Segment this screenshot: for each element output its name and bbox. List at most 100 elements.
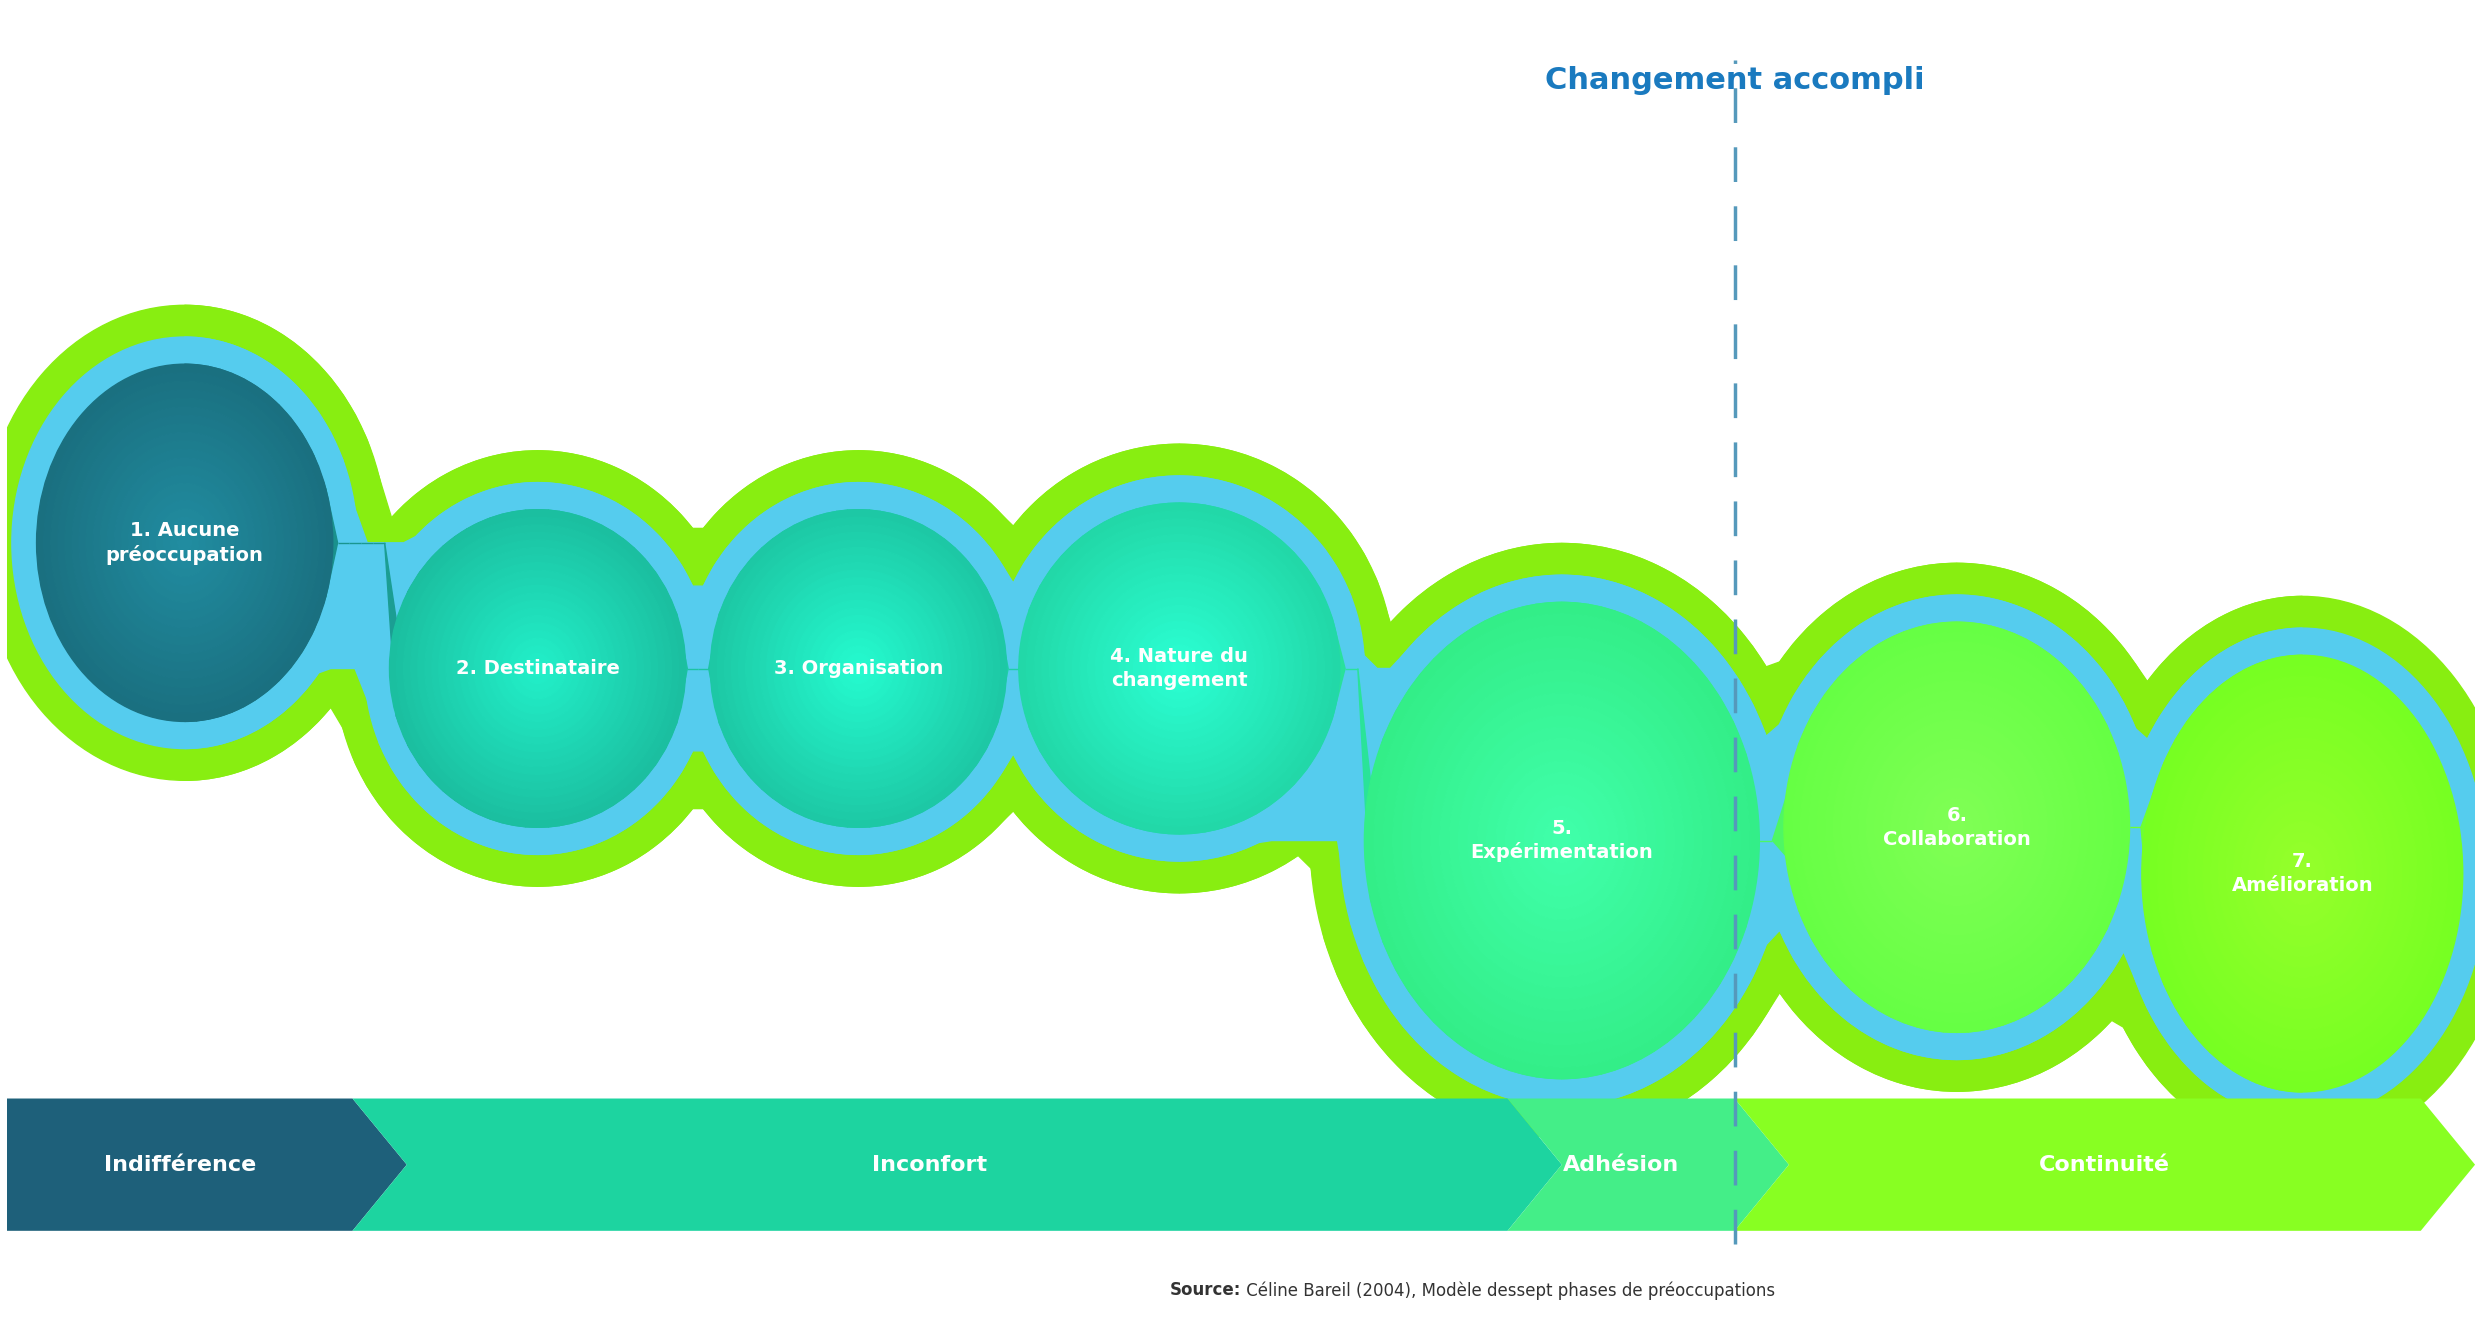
Polygon shape (221, 369, 231, 717)
Ellipse shape (1477, 738, 1646, 943)
Ellipse shape (1402, 647, 1723, 1034)
Ellipse shape (482, 608, 593, 729)
Polygon shape (678, 614, 688, 723)
Ellipse shape (1119, 606, 1241, 731)
Polygon shape (454, 529, 467, 808)
Text: Changement accompli: Changement accompli (1544, 67, 1924, 95)
Polygon shape (923, 525, 933, 812)
Polygon shape (591, 520, 601, 817)
Polygon shape (397, 591, 407, 746)
Polygon shape (1268, 531, 1281, 806)
Polygon shape (549, 511, 558, 826)
Text: 5.
Expérimentation: 5. Expérimentation (1469, 818, 1653, 862)
Text: 3. Organisation: 3. Organisation (774, 659, 943, 678)
Ellipse shape (1375, 614, 1750, 1067)
Ellipse shape (824, 631, 894, 706)
Ellipse shape (1035, 519, 1325, 818)
Polygon shape (1785, 745, 1799, 910)
Polygon shape (998, 614, 1008, 723)
Polygon shape (1991, 626, 2003, 1028)
Polygon shape (1536, 603, 1549, 1078)
Text: Adhésion: Adhésion (1564, 1155, 1680, 1175)
Ellipse shape (965, 444, 1395, 893)
Polygon shape (1382, 711, 1395, 969)
Ellipse shape (2087, 596, 2482, 1151)
Polygon shape (827, 511, 836, 826)
Ellipse shape (1924, 789, 1991, 866)
Ellipse shape (1849, 701, 2063, 955)
Ellipse shape (1057, 543, 1301, 794)
Polygon shape (2256, 660, 2269, 1087)
Polygon shape (1512, 607, 1524, 1074)
Polygon shape (1040, 570, 1050, 767)
Ellipse shape (87, 424, 283, 662)
Polygon shape (836, 511, 849, 826)
Ellipse shape (2149, 666, 2455, 1082)
Ellipse shape (0, 305, 387, 781)
Polygon shape (1943, 622, 1956, 1032)
Ellipse shape (732, 532, 985, 805)
Ellipse shape (1095, 582, 1263, 755)
Ellipse shape (432, 555, 643, 782)
Ellipse shape (467, 592, 608, 745)
Polygon shape (419, 558, 432, 779)
Ellipse shape (1931, 798, 1981, 857)
Ellipse shape (179, 535, 191, 551)
Polygon shape (581, 516, 591, 821)
Polygon shape (601, 525, 613, 812)
Ellipse shape (397, 517, 678, 820)
Polygon shape (1747, 755, 1760, 927)
Ellipse shape (509, 638, 566, 699)
Ellipse shape (2226, 770, 2378, 977)
Polygon shape (1114, 512, 1127, 825)
Polygon shape (1370, 739, 1382, 943)
Ellipse shape (72, 406, 298, 679)
Polygon shape (752, 548, 762, 789)
Polygon shape (231, 373, 243, 713)
Ellipse shape (1340, 575, 1785, 1106)
Polygon shape (859, 509, 869, 828)
Ellipse shape (1134, 622, 1226, 715)
Polygon shape (859, 476, 1179, 861)
Polygon shape (444, 536, 454, 801)
Polygon shape (196, 365, 208, 721)
Ellipse shape (2256, 812, 2348, 936)
Polygon shape (943, 539, 956, 798)
Polygon shape (1601, 607, 1613, 1074)
Ellipse shape (141, 492, 226, 594)
Ellipse shape (995, 476, 1365, 861)
Polygon shape (1839, 664, 1852, 989)
Polygon shape (1956, 595, 2303, 1119)
Polygon shape (514, 511, 526, 826)
Polygon shape (1931, 623, 1943, 1032)
Ellipse shape (1544, 818, 1581, 864)
Polygon shape (1281, 541, 1293, 796)
Polygon shape (2177, 722, 2187, 1025)
Polygon shape (859, 444, 1179, 893)
Ellipse shape (129, 475, 241, 611)
Ellipse shape (1785, 622, 2130, 1032)
Polygon shape (1812, 694, 1824, 960)
Ellipse shape (1065, 551, 1293, 786)
Polygon shape (1968, 623, 1981, 1032)
Ellipse shape (802, 608, 916, 729)
Polygon shape (1050, 556, 1062, 781)
Text: 1. Aucune
préoccupation: 1. Aucune préoccupation (107, 521, 263, 564)
Ellipse shape (365, 483, 710, 854)
Ellipse shape (1534, 806, 1591, 874)
Ellipse shape (1842, 690, 2072, 964)
Polygon shape (352, 1099, 1561, 1231)
Polygon shape (772, 532, 784, 805)
Polygon shape (869, 511, 879, 826)
Polygon shape (817, 513, 827, 824)
Ellipse shape (794, 600, 921, 737)
Ellipse shape (171, 525, 199, 560)
Polygon shape (1981, 624, 1991, 1031)
Polygon shape (1435, 647, 1447, 1035)
Ellipse shape (516, 646, 558, 691)
Polygon shape (1422, 659, 1435, 1023)
Ellipse shape (405, 525, 673, 812)
Polygon shape (184, 305, 539, 886)
Ellipse shape (710, 509, 1008, 828)
Polygon shape (571, 513, 581, 824)
